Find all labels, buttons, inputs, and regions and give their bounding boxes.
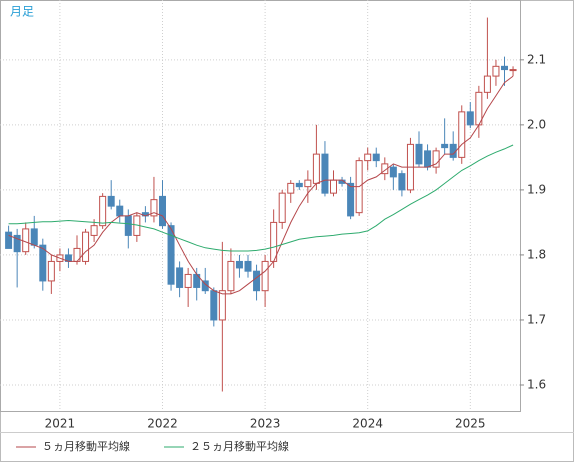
x-tick-label: 2022 [147, 417, 178, 431]
ma-line [8, 75, 514, 295]
candle-body [372, 153, 380, 162]
y-tick-label: 2.0 [527, 117, 546, 131]
x-tick-label: 2024 [352, 417, 383, 431]
candle-body [99, 195, 107, 227]
candle-body [124, 215, 132, 236]
candle-body [441, 143, 449, 149]
candle-body [253, 270, 261, 292]
candle-body [39, 244, 47, 282]
candle-body [218, 290, 226, 321]
candle-body [321, 153, 329, 194]
candle-body [13, 234, 21, 253]
candle-body [347, 182, 355, 217]
candle-body [483, 75, 491, 93]
plot-area [0, 0, 521, 412]
candle-body [107, 195, 115, 207]
candle-body [82, 231, 90, 262]
x-tick-label: 2025 [455, 417, 486, 431]
candle-body [424, 150, 432, 168]
candle-body [167, 225, 175, 285]
candle-body [449, 143, 457, 158]
candle-body [509, 69, 517, 72]
candle-body [364, 153, 372, 162]
legend-label: ５ヵ月移動平均線 [42, 439, 130, 453]
candle-body [176, 267, 184, 288]
candle-body [287, 182, 295, 194]
candle-body [227, 260, 235, 292]
candle-body [415, 143, 423, 165]
y-tick-label: 2.1 [527, 52, 546, 66]
candle-body [244, 260, 252, 272]
legend-label: ２５ヵ月移動平均線 [190, 439, 289, 453]
candle-body [458, 111, 466, 158]
x-tick-label: 2021 [45, 417, 76, 431]
candle-body [398, 173, 406, 191]
candle-body [90, 225, 98, 236]
candle-body [330, 179, 337, 194]
candle-body [466, 111, 474, 126]
candle-body [47, 260, 55, 282]
candle-body [116, 205, 124, 217]
candle-body [492, 65, 500, 77]
candle-body [295, 182, 303, 188]
candle-body [210, 290, 218, 321]
y-tick-label: 1.7 [527, 312, 546, 326]
y-tick-label: 1.8 [527, 247, 546, 261]
y-tick-label: 1.9 [527, 182, 546, 196]
candle-body [278, 192, 286, 223]
x-tick-label: 2023 [250, 417, 281, 431]
y-tick-label: 1.6 [527, 377, 546, 391]
candle-body [235, 260, 243, 269]
candle-body [201, 280, 209, 292]
candle-body [389, 166, 397, 178]
candle-body [184, 273, 192, 288]
candle-body [22, 228, 30, 253]
candle-body [432, 150, 440, 168]
ma-line [8, 144, 514, 252]
candle-body [5, 231, 13, 249]
candle-body [150, 199, 158, 217]
candle-body [30, 228, 38, 246]
candle-body [261, 260, 269, 292]
candle-body [312, 153, 320, 184]
corner-label: 月足 [10, 5, 34, 19]
candle-body [304, 179, 312, 188]
candle-body [159, 195, 166, 227]
candle-body [501, 65, 508, 71]
